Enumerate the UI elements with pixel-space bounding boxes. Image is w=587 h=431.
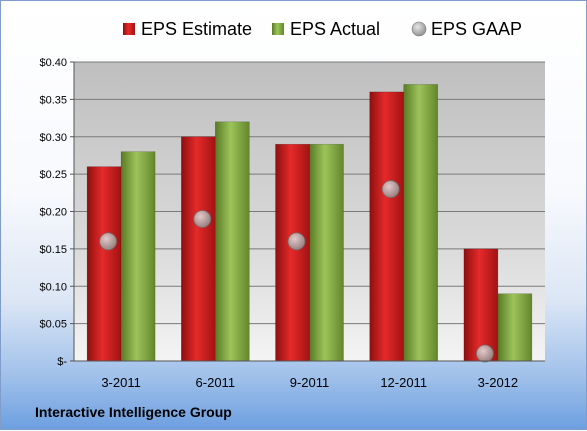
bar-eps-estimate: [275, 143, 310, 362]
bar-eps-estimate: [463, 248, 499, 362]
bar-eps-actual: [403, 84, 439, 362]
marker-eps-gaap: [287, 232, 306, 251]
legend-eps-actual-swatch: [272, 23, 284, 35]
marker-eps-gaap: [193, 210, 212, 228]
y-tick-label: $0.40: [39, 57, 67, 69]
marker-eps-gaap: [381, 180, 400, 198]
bar-eps-actual: [309, 143, 344, 362]
y-tick-label: $0.25: [39, 169, 67, 181]
company-name: Interactive Intelligence Group: [35, 404, 232, 420]
legend-eps-actual-label: EPS Actual: [290, 19, 380, 39]
legend-eps-estimate-label: EPS Estimate: [141, 19, 252, 39]
y-tick-label: $0.30: [39, 132, 67, 144]
y-tick-label: $-: [57, 356, 67, 368]
legend-eps-gaap-swatch: [411, 21, 427, 37]
legend-eps-estimate-swatch: [123, 23, 135, 35]
bar-eps-actual: [497, 293, 533, 362]
marker-eps-gaap: [99, 232, 117, 251]
y-tick-label: $0.20: [39, 207, 67, 219]
x-tick-label: 3-2011: [101, 375, 141, 390]
marker-eps-gaap: [475, 344, 494, 363]
x-tick-label: 3-2012: [478, 375, 518, 390]
bar-eps-actual: [215, 121, 250, 362]
bar-eps-estimate: [86, 166, 122, 362]
legend-eps-gaap-label: EPS GAAP: [431, 19, 522, 39]
x-tick-label: 6-2011: [196, 375, 236, 390]
y-tick-label: $0.35: [39, 94, 67, 106]
y-tick-label: $0.10: [39, 281, 67, 293]
bar-eps-estimate: [181, 136, 216, 362]
bar-eps-estimate: [369, 91, 405, 362]
x-tick-label: 9-2011: [290, 375, 330, 390]
x-tick-label: 12-2011: [380, 375, 427, 390]
bar-eps-actual: [120, 151, 156, 362]
y-tick-label: $0.05: [39, 319, 67, 331]
y-tick-label: $0.15: [39, 244, 67, 256]
